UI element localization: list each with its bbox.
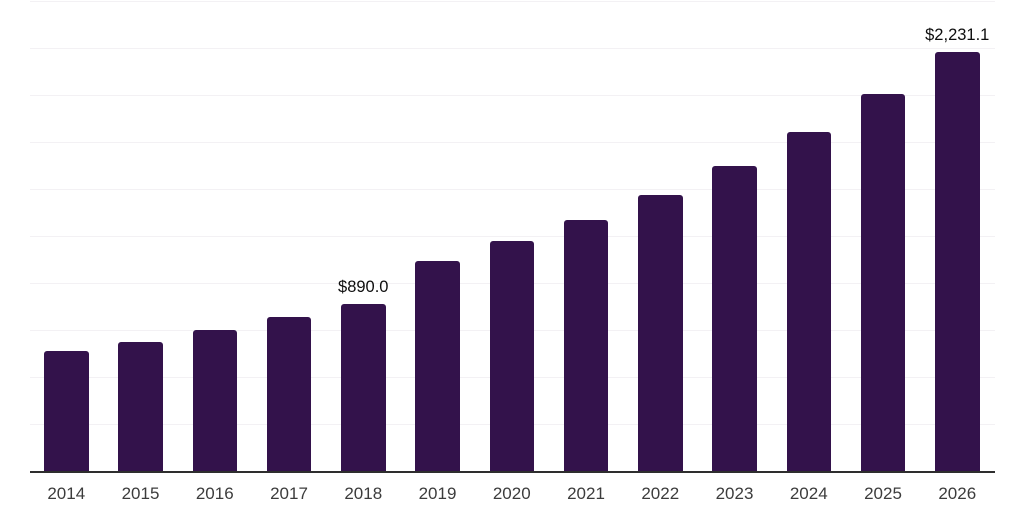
x-axis-line (30, 471, 995, 473)
x-tick-label-2022: 2022 (641, 484, 680, 503)
bar-2020 (489, 241, 534, 471)
x-tick-label-2020: 2020 (492, 484, 531, 503)
bar-2015 (118, 341, 163, 471)
x-tick-label-2023: 2023 (715, 484, 754, 503)
bar-2016 (192, 330, 237, 471)
bar-2022 (638, 195, 683, 471)
bar-2021 (563, 220, 609, 471)
bar-2026 (935, 51, 980, 471)
gridline (30, 142, 995, 143)
bar-2019 (415, 261, 460, 471)
gridline (30, 48, 995, 49)
x-tick-label-2025: 2025 (864, 484, 902, 503)
gridline (30, 189, 995, 190)
x-tick-label-2018: 2018 (344, 484, 383, 503)
x-tick-label-2016: 2016 (195, 484, 234, 503)
bar-2023 (712, 166, 757, 471)
bar-2018 (341, 303, 386, 471)
x-tick-label-2014: 2014 (47, 484, 86, 503)
bar-2017 (266, 317, 312, 471)
gridline (30, 1, 995, 2)
bar-2014 (44, 351, 89, 471)
plot-area: $890.0 $2,231.1 2014 2015 2016 2017 2018 2019 2… (30, 1, 995, 502)
gridline (30, 95, 995, 96)
bar-value-label-2018: $890.0 (338, 278, 389, 297)
bar-2024 (786, 132, 831, 471)
x-tick-label-2026: 2026 (938, 484, 977, 503)
bar-value-label-2026: $2,231.1 (925, 26, 990, 45)
x-tick-label-2019: 2019 (418, 484, 457, 503)
gridline (30, 236, 995, 237)
x-tick-label-2021: 2021 (567, 484, 605, 503)
bar-2025 (860, 94, 906, 471)
x-tick-label-2017: 2017 (270, 484, 308, 503)
x-tick-label-2024: 2024 (789, 484, 828, 503)
x-tick-label-2015: 2015 (121, 484, 160, 503)
